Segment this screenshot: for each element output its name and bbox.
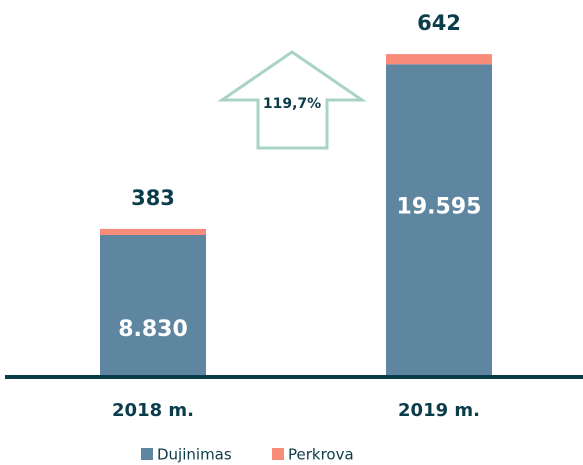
x-tick-label: 2019 m. [398,400,480,421]
growth-annotation: 119,7% [263,96,321,112]
bar-segment [386,64,492,375]
top-value-label: 383 [131,186,175,210]
growth-arrow [217,50,367,150]
legend-label: Dujinimas [157,446,232,464]
x-tick-label: 2018 m. [112,400,194,421]
legend-swatch [272,448,284,460]
legend-swatch [141,448,153,460]
bar-value-label: 8.830 [118,317,188,342]
legend-label: Perkrova [288,446,354,464]
top-value-label: 642 [417,11,461,35]
bar-value-label: 19.595 [397,195,482,220]
bar-segment [100,234,206,375]
bar-segment [100,228,206,235]
bar-segment [386,54,492,65]
